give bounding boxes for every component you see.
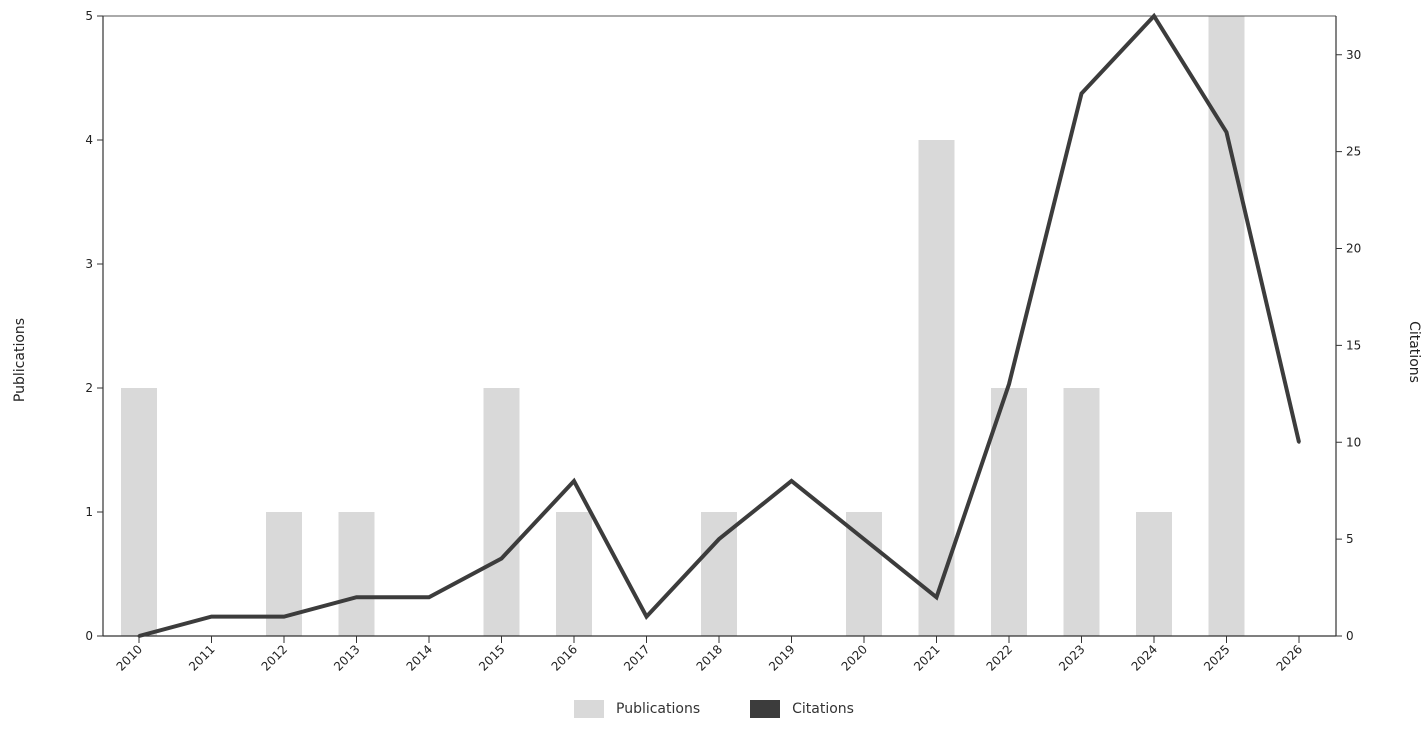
publication-bars: [121, 16, 1245, 636]
citation-point-2019: [790, 479, 793, 483]
citation-point-2018: [717, 537, 721, 541]
x-tick-label-2011: 2011: [186, 642, 217, 673]
legend: Publications Citations: [0, 700, 1428, 718]
x-tick-label-2017: 2017: [621, 642, 652, 673]
citation-point-2010: [137, 634, 141, 638]
citation-point-2014: [427, 595, 431, 599]
y-left-tick-label: 5: [85, 9, 93, 23]
bar-2015: [483, 388, 520, 636]
y-right-tick-label: 20: [1346, 242, 1361, 256]
citations-line-group: [137, 12, 1301, 638]
x-tick-label-2019: 2019: [766, 642, 797, 673]
citation-point-2026: [1297, 440, 1301, 444]
legend-label-publications: Publications: [616, 701, 701, 717]
bar-2020: [846, 512, 882, 636]
citation-point-2011: [210, 615, 213, 619]
citation-point-2017: [645, 615, 648, 619]
x-tick-label-2021: 2021: [911, 642, 942, 673]
x-tick-label-2016: 2016: [549, 642, 580, 673]
citation-point-2012: [282, 615, 286, 619]
y-left-tick-label: 2: [85, 381, 93, 395]
x-tick-label-2013: 2013: [331, 642, 362, 673]
bar-2010: [121, 388, 157, 636]
legend-swatch-publications: [574, 700, 604, 718]
y-left-tick-label: 0: [85, 629, 93, 643]
bar-2016: [556, 512, 592, 636]
citation-point-2022: [1007, 382, 1011, 386]
legend-item-publications: Publications: [574, 700, 700, 718]
x-tick-label-2026: 2026: [1274, 642, 1305, 673]
y-right-tick-label: 0: [1346, 629, 1354, 643]
y-axis-right-title: Citations: [1406, 321, 1422, 383]
bar-2023: [1063, 388, 1100, 636]
y-right-tick-label: 5: [1346, 532, 1354, 546]
citation-point-2024: [1152, 14, 1156, 18]
x-tick-label-2020: 2020: [839, 642, 870, 673]
x-tick-label-2022: 2022: [984, 642, 1015, 673]
citation-point-2013: [355, 595, 358, 599]
bar-2022: [991, 388, 1027, 636]
citation-point-2025: [1225, 130, 1228, 134]
y-right-tick-label: 30: [1346, 48, 1361, 62]
y-left-tick-label: 3: [85, 257, 93, 271]
citation-point-2023: [1080, 92, 1083, 95]
x-tick-label-2014: 2014: [404, 642, 435, 673]
x-tick-label-2025: 2025: [1201, 642, 1232, 673]
citation-point-2021: [935, 595, 938, 599]
bar-2025: [1208, 16, 1245, 636]
legend-item-citations: Citations: [750, 700, 854, 718]
citation-point-2016: [572, 479, 576, 483]
y-left-tick-label: 4: [85, 133, 93, 147]
y-right-tick-label: 15: [1346, 338, 1361, 352]
x-tick-label-2024: 2024: [1129, 642, 1160, 673]
x-tick-label-2010: 2010: [114, 642, 145, 673]
y-right-tick-label: 10: [1346, 435, 1361, 449]
y-right-tick-label: 25: [1346, 145, 1361, 159]
x-tick-label-2023: 2023: [1056, 642, 1087, 673]
citation-point-2015: [500, 557, 503, 560]
bar-2018: [701, 512, 737, 636]
bar-2024: [1136, 512, 1172, 636]
legend-label-citations: Citations: [792, 701, 854, 717]
bar-2013: [338, 512, 375, 636]
y-axis-left-title: Publications: [12, 318, 28, 402]
bar-2021: [918, 140, 955, 636]
y-left-tick-label: 1: [85, 505, 93, 519]
x-tick-label-2015: 2015: [476, 642, 507, 673]
legend-swatch-citations: [750, 700, 781, 718]
x-tick-label-2012: 2012: [259, 642, 290, 673]
x-tick-label-2018: 2018: [694, 642, 725, 673]
citation-point-2020: [862, 537, 866, 541]
